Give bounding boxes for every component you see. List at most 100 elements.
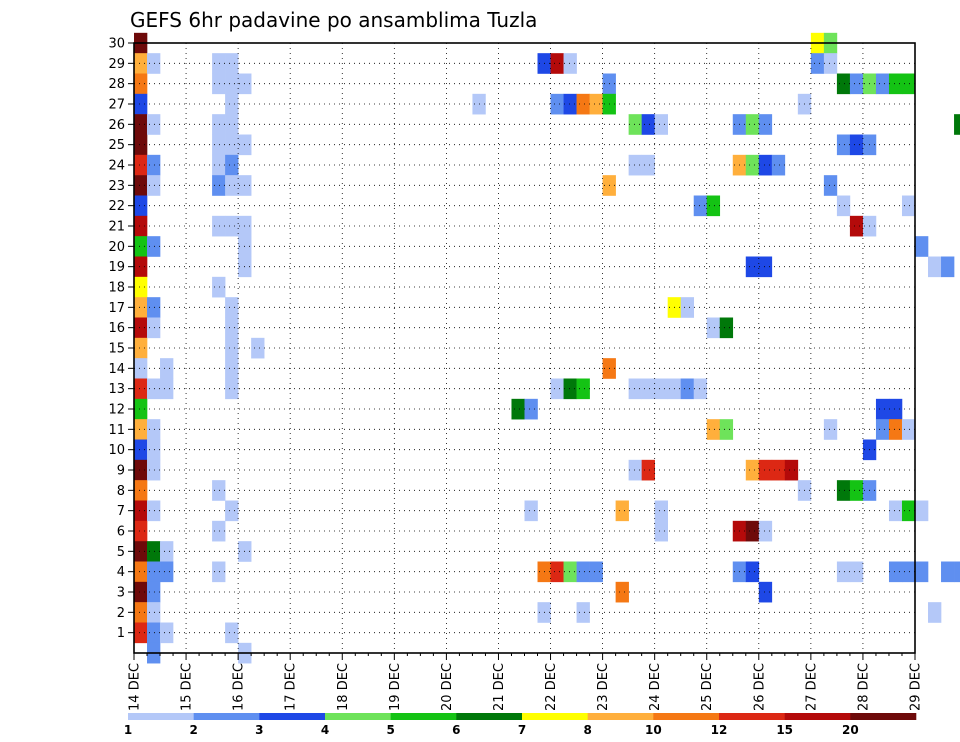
heatmap-cell xyxy=(915,236,929,257)
heatmap-cell xyxy=(212,276,226,298)
heatmap-cell xyxy=(589,561,603,583)
heatmap-cell xyxy=(784,459,799,481)
heatmap-cell xyxy=(147,114,161,135)
y-tick-label: 17 xyxy=(108,301,125,316)
colorbar-label: 7 xyxy=(518,723,526,737)
heatmap-cell xyxy=(563,53,577,74)
heatmap-cell xyxy=(745,154,760,176)
colorbar-swatch xyxy=(390,713,457,720)
x-tick-label: 24 DEC xyxy=(648,663,663,711)
y-tick-label: 8 xyxy=(117,484,125,499)
heatmap-cell xyxy=(875,73,890,95)
heatmap-cell xyxy=(615,500,629,522)
grid-lines xyxy=(134,43,915,653)
heatmap-cell xyxy=(823,53,838,74)
heatmap-cell xyxy=(147,602,161,623)
heatmap-cell xyxy=(134,73,148,95)
heatmap-cell xyxy=(641,378,655,400)
y-tick-label: 19 xyxy=(108,260,125,275)
heatmap-cell xyxy=(758,114,773,135)
heatmap-cell xyxy=(641,154,655,176)
colorbar-swatch xyxy=(193,713,260,720)
heatmap-cell xyxy=(134,195,148,217)
heatmap-cell xyxy=(901,73,916,95)
heatmap-cell xyxy=(589,93,603,115)
y-tick-label: 28 xyxy=(108,77,125,92)
heatmap-cell xyxy=(134,378,148,400)
x-tick-label: 25 DEC xyxy=(700,663,715,711)
heatmap-cell xyxy=(212,480,226,501)
heatmap-cell xyxy=(941,561,955,583)
heatmap-cell xyxy=(615,581,629,603)
y-tick-label: 2 xyxy=(117,606,125,621)
colorbar-swatch xyxy=(719,713,785,720)
heatmap-cell xyxy=(810,53,825,74)
heatmap-cell xyxy=(147,500,161,522)
heatmap-cell xyxy=(212,53,226,74)
heatmap-cell xyxy=(888,398,903,420)
heatmap-cell xyxy=(134,276,148,298)
heatmap-cell xyxy=(212,73,226,95)
heatmap-cell xyxy=(134,541,148,562)
heatmap-cell xyxy=(212,175,226,196)
heatmap-cell xyxy=(849,480,864,501)
heatmap-cell xyxy=(134,480,148,501)
heatmap-cell xyxy=(706,195,721,217)
heatmap-cell xyxy=(134,154,148,176)
y-tick-label: 9 xyxy=(117,464,125,479)
y-tick-label: 13 xyxy=(108,382,125,397)
heatmap-cell xyxy=(888,500,903,522)
heatmap-cell xyxy=(147,154,161,176)
heatmap-cell xyxy=(954,561,960,583)
heatmap-cell xyxy=(225,134,239,156)
heatmap-cell xyxy=(511,398,525,420)
heatmap-cell xyxy=(875,419,890,440)
heatmap-cell xyxy=(147,541,161,562)
y-tick-label: 6 xyxy=(117,525,125,540)
heatmap-cell xyxy=(147,378,161,400)
heatmap-cell xyxy=(225,175,239,196)
heatmap-cell xyxy=(134,256,148,278)
heatmap-cell xyxy=(836,73,851,95)
x-tick-label: 23 DEC xyxy=(596,663,611,711)
heatmap-cell xyxy=(941,256,955,278)
heatmap-cell xyxy=(849,134,864,156)
heatmap-cell xyxy=(628,378,642,400)
heatmap-cell xyxy=(915,561,929,583)
heatmap-cell xyxy=(225,297,239,318)
heatmap-cell xyxy=(160,561,174,583)
heatmap-cell xyxy=(654,378,668,400)
heatmap-cell xyxy=(147,419,161,440)
heatmap-cell xyxy=(849,215,864,237)
heatmap-cell xyxy=(745,520,760,542)
heatmap-cell xyxy=(134,358,148,379)
y-tick-label: 12 xyxy=(108,403,125,418)
heatmap-cell xyxy=(134,134,148,156)
heatmap-cell xyxy=(680,297,695,318)
heatmap-cell xyxy=(550,561,564,583)
heatmap-cell xyxy=(225,317,239,339)
colorbar-swatch xyxy=(456,713,523,720)
heatmap-cell xyxy=(758,520,773,542)
heatmap-cell xyxy=(147,459,161,481)
heatmap-cell xyxy=(693,378,708,400)
heatmap-cell xyxy=(134,53,148,74)
heatmap-cell xyxy=(134,297,148,318)
heatmap-cell xyxy=(563,93,577,115)
colorbar: 1 2 3 4 5 6 7 8 10 12 15 20 xyxy=(124,713,917,737)
x-tick-label: 20 DEC xyxy=(440,663,455,711)
heatmap-cell xyxy=(225,114,239,135)
colorbar-label: 8 xyxy=(583,723,591,737)
colorbar-label: 10 xyxy=(645,723,662,737)
heatmap-cell xyxy=(134,622,148,644)
heatmap-cell xyxy=(225,154,239,176)
x-tick-label: 26 DEC xyxy=(752,663,767,711)
heatmap-cell xyxy=(160,541,174,562)
heatmap-cell xyxy=(758,459,773,481)
x-axis: 14 DEC 15 DEC 16 DEC 17 DEC 18 DEC 19 DEC 20 D… xyxy=(128,653,924,711)
heatmap-cell xyxy=(134,520,148,542)
colorbar-label: 1 xyxy=(124,723,132,737)
heatmap-cell xyxy=(160,358,174,379)
heatmap-cell xyxy=(134,561,148,583)
colorbar-swatch xyxy=(784,713,851,720)
